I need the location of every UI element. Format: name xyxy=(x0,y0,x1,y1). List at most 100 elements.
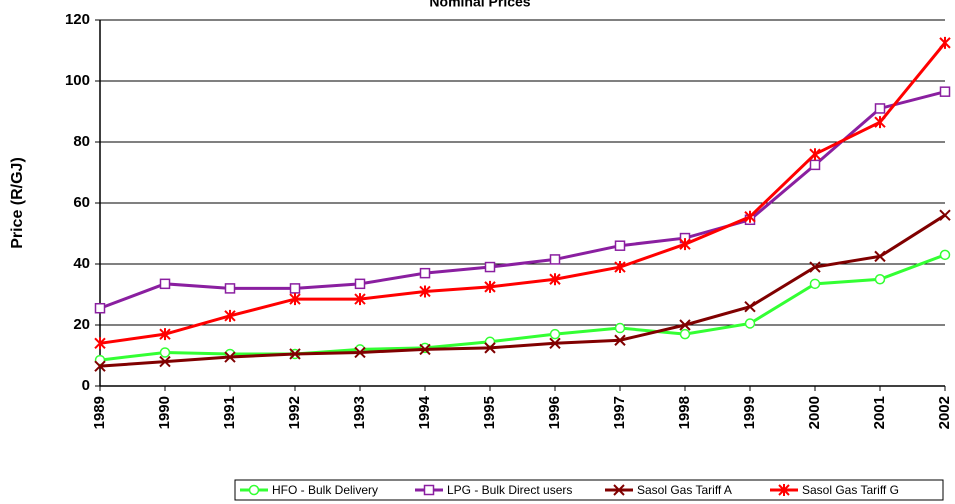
marker xyxy=(354,346,366,359)
series-line xyxy=(99,213,946,368)
marker xyxy=(484,342,496,354)
marker-shape xyxy=(94,302,106,314)
marker xyxy=(939,36,951,49)
marker xyxy=(679,238,691,251)
marker xyxy=(679,319,691,331)
marker xyxy=(874,116,886,129)
marker xyxy=(224,351,236,363)
x-tick-label: 1995 xyxy=(481,396,498,429)
x-tick-label: 1998 xyxy=(676,396,693,429)
marker xyxy=(614,322,626,334)
marker xyxy=(289,283,301,294)
marker-shape xyxy=(289,348,301,360)
marker-shape xyxy=(809,261,821,273)
x-tick-label: 1991 xyxy=(221,396,238,429)
marker-shape xyxy=(419,285,431,298)
marker-shape xyxy=(809,278,821,290)
marker-shape xyxy=(874,116,886,129)
marker-shape xyxy=(289,283,301,294)
marker xyxy=(354,293,366,306)
marker-shape xyxy=(94,337,106,350)
x-tick-label: 1993 xyxy=(351,396,368,429)
legend: HFO - Bulk Delivery LPG - Bulk Direct use… xyxy=(234,479,944,501)
marker xyxy=(289,348,301,360)
y-tick-label: 20 xyxy=(73,316,90,333)
marker-shape xyxy=(419,267,431,279)
marker-shape xyxy=(159,278,171,290)
marker-shape xyxy=(419,343,431,356)
marker xyxy=(744,210,756,223)
x-tick-label: 1992 xyxy=(286,396,303,429)
marker-shape xyxy=(159,328,171,341)
marker xyxy=(94,354,106,366)
marker-shape xyxy=(549,328,561,340)
marker-shape xyxy=(679,238,691,251)
y-axis-label: Price (R/GJ) xyxy=(9,157,26,249)
marker-shape xyxy=(809,148,821,161)
marker-shape xyxy=(354,278,366,290)
marker-shape xyxy=(224,351,236,363)
marker-shape xyxy=(614,261,626,274)
marker-shape xyxy=(809,159,821,171)
legend-label: Sasol Gas Tariff A xyxy=(637,483,732,497)
x-tick-label: 1990 xyxy=(156,396,173,429)
marker-shape xyxy=(939,36,951,49)
series-line xyxy=(99,253,946,362)
marker-shape xyxy=(614,240,626,251)
x-tick-label: 2001 xyxy=(871,396,888,429)
marker-shape xyxy=(614,334,626,346)
marker-shape xyxy=(224,309,236,322)
marker xyxy=(939,86,951,97)
y-tick-label: 80 xyxy=(73,133,90,150)
marker xyxy=(613,484,625,496)
marker-shape xyxy=(484,342,496,354)
marker-shape xyxy=(939,209,951,221)
y-tick-label: 0 xyxy=(82,377,90,394)
marker-shape xyxy=(874,250,886,263)
marker xyxy=(939,209,951,221)
marker-shape xyxy=(423,484,435,496)
marker xyxy=(549,273,561,286)
marker-shape xyxy=(484,336,496,348)
series-line xyxy=(99,41,947,345)
marker xyxy=(614,261,626,274)
y-tick-label: 60 xyxy=(73,194,90,211)
legend-label: LPG - Bulk Direct users xyxy=(447,483,572,497)
marker xyxy=(809,278,821,290)
marker xyxy=(419,267,431,279)
marker xyxy=(809,159,821,171)
marker xyxy=(94,302,106,314)
marker xyxy=(94,360,106,372)
marker xyxy=(874,250,886,263)
marker xyxy=(939,249,951,261)
x-tick-label: 1989 xyxy=(91,396,108,429)
marker xyxy=(549,254,561,265)
marker-shape xyxy=(94,354,106,366)
x-tick-label: 1994 xyxy=(416,395,433,429)
marker-shape xyxy=(744,318,756,329)
marker xyxy=(874,274,886,285)
marker-shape xyxy=(94,360,106,372)
marker-shape xyxy=(484,261,496,273)
marker-shape xyxy=(939,86,951,97)
marker xyxy=(289,293,301,306)
marker-shape xyxy=(614,322,626,334)
marker xyxy=(423,484,435,496)
legend-box xyxy=(234,479,944,501)
marker xyxy=(614,334,626,346)
legend-label: HFO - Bulk Delivery xyxy=(272,483,378,497)
marker-shape xyxy=(289,293,301,306)
marker xyxy=(248,484,260,496)
marker xyxy=(159,347,171,358)
marker xyxy=(549,337,561,350)
marker xyxy=(419,285,431,298)
marker-shape xyxy=(744,210,756,223)
marker xyxy=(484,280,496,293)
marker xyxy=(679,328,691,340)
marker xyxy=(224,283,236,294)
marker-shape xyxy=(224,283,236,294)
marker xyxy=(809,148,821,161)
x-tick-label: 2000 xyxy=(806,396,823,429)
marker-shape xyxy=(549,273,561,286)
marker xyxy=(778,484,790,496)
